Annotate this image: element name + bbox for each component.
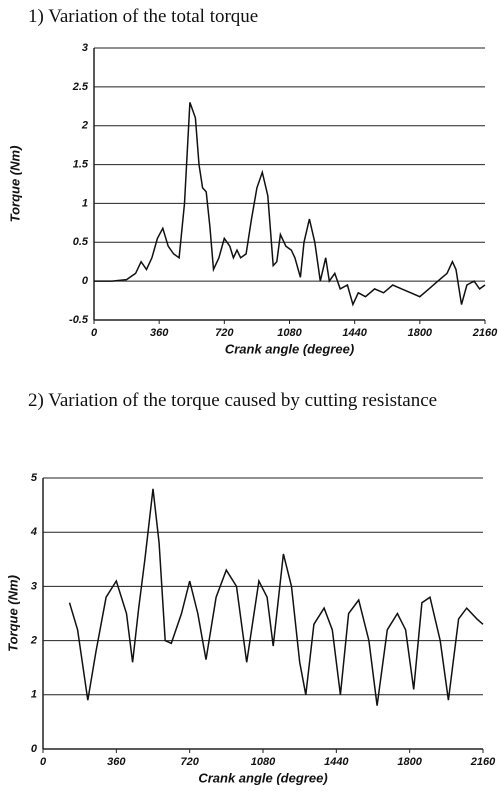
- x-tick-label: 0: [40, 756, 47, 768]
- line: [94, 102, 486, 307]
- x-tick-label: 360: [150, 327, 169, 339]
- y-tick-label: 1.5: [73, 158, 89, 170]
- y-tick-label: 0.5: [73, 236, 89, 248]
- line: [68, 488, 484, 706]
- y-tick-label: 0: [31, 743, 38, 755]
- chart-title: 1) Variation of the total torque: [28, 6, 259, 27]
- x-axis-label: Crank angle (degree): [198, 770, 327, 785]
- y-axis-label: Torque (Nm): [7, 146, 22, 223]
- chart-title: 2) Variation of the torque caused by cut…: [28, 390, 438, 411]
- y-tick-label: 0: [82, 275, 89, 287]
- x-tick-label: 1800: [408, 327, 433, 339]
- x-tick-label: 720: [215, 327, 234, 339]
- x-tick-label: 0: [91, 327, 98, 339]
- y-tick-label: 4: [30, 526, 37, 538]
- y-tick-label: 3: [31, 580, 37, 592]
- y-tick-label: 2: [81, 120, 88, 132]
- x-axis-label: Crank angle (degree): [225, 341, 354, 356]
- y-axis-label: Torque (Nm): [5, 575, 20, 652]
- y-tick-label: -0.5: [69, 314, 89, 326]
- x-tick-label: 1080: [277, 327, 302, 339]
- x-tick-label: 1800: [397, 756, 422, 768]
- x-tick-label: 360: [107, 756, 126, 768]
- y-tick-label: 2: [30, 635, 37, 647]
- x-tick-label: 720: [180, 756, 199, 768]
- y-tick-label: 2.5: [72, 81, 89, 93]
- y-tick-label: 5: [31, 472, 38, 484]
- x-tick-label: 1440: [342, 327, 367, 339]
- x-tick-label: 1440: [324, 756, 349, 768]
- x-tick-label: 1080: [251, 756, 276, 768]
- y-tick-label: 1: [31, 689, 37, 701]
- x-tick-label: 2160: [470, 756, 496, 768]
- x-tick-label: 2160: [472, 327, 498, 339]
- y-tick-label: 1: [82, 197, 88, 209]
- y-tick-label: 3: [82, 42, 88, 54]
